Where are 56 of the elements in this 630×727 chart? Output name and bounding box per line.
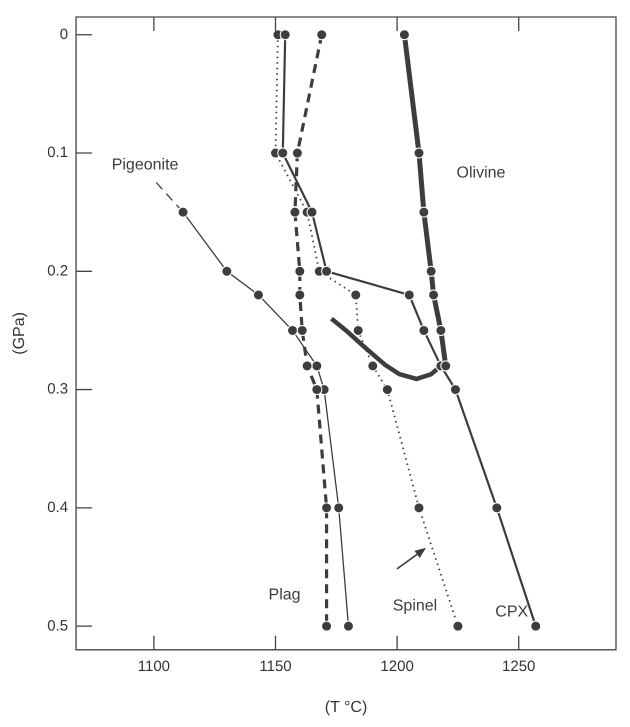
point: [252, 289, 264, 300]
point: [321, 502, 332, 514]
point: [280, 29, 291, 40]
series-label: Plag: [268, 586, 301, 604]
point: [178, 206, 189, 218]
point: [440, 360, 452, 372]
y-tick-label: 0.1: [47, 144, 68, 162]
point: [306, 206, 318, 218]
point: [382, 384, 393, 396]
y-axis-title: (GPa): [11, 312, 28, 355]
point: [321, 620, 332, 632]
x-tick-label: 1200: [380, 658, 414, 675]
point: [426, 266, 437, 277]
point: [350, 289, 362, 300]
point: [413, 148, 424, 159]
point: [435, 324, 446, 336]
point: [277, 148, 288, 159]
point: [311, 384, 322, 396]
text: Pigeonite: [112, 156, 179, 174]
point: [413, 502, 424, 514]
point: [289, 206, 300, 218]
x-tick-label: 1150: [259, 658, 292, 675]
y-tick-label: 0.5: [47, 617, 68, 634]
point: [292, 148, 303, 159]
series-label: Spinel: [392, 597, 438, 614]
text: Olivine: [456, 164, 506, 182]
x-axis-title: (T °C): [324, 698, 368, 716]
point: [294, 289, 306, 300]
x-tick-label: 1100: [138, 658, 170, 675]
point: [287, 324, 298, 336]
point: [321, 266, 332, 277]
point: [302, 360, 313, 372]
point: [316, 29, 328, 40]
point: [530, 620, 542, 632]
point: [342, 620, 354, 632]
point: [311, 360, 322, 372]
series-label: CPX: [495, 604, 529, 621]
point: [221, 266, 232, 277]
point: [398, 29, 410, 40]
y-tick-label: 0.2: [47, 262, 68, 280]
point: [404, 289, 415, 300]
point: [450, 384, 461, 396]
y-tick-label: 0.4: [47, 499, 68, 516]
x-tick-label: 1250: [502, 658, 536, 675]
point: [294, 266, 306, 277]
point: [418, 324, 430, 336]
point: [352, 324, 364, 336]
point: [452, 620, 464, 632]
point: [333, 502, 344, 514]
point: [418, 206, 430, 218]
point: [491, 502, 502, 514]
point: [296, 324, 308, 336]
y-tick-label: 0: [60, 26, 68, 43]
y-tick-label: 0.3: [47, 380, 68, 398]
point: [428, 289, 440, 300]
point: [367, 360, 378, 372]
